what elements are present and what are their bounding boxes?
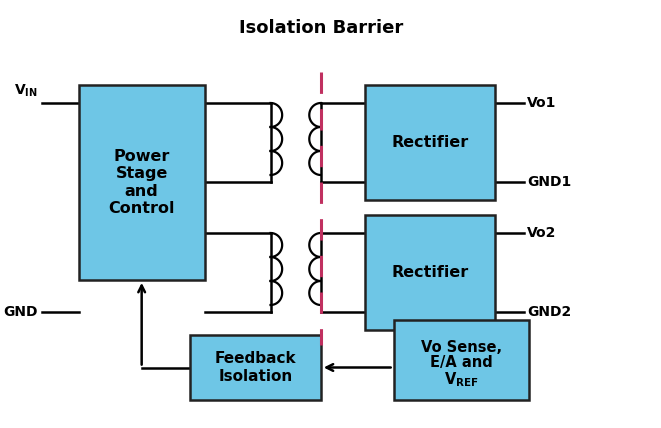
Text: Vo Sense,: Vo Sense, [421,339,502,354]
Text: GND1: GND1 [527,175,572,189]
Bar [205,228,364,310]
Bar [393,320,529,400]
Text: V$_{\mathregular{IN}}$: V$_{\mathregular{IN}}$ [15,83,38,99]
Bar [205,98,364,180]
Text: Vo1: Vo1 [527,96,557,110]
Text: V$_{\mathregular{REF}}$: V$_{\mathregular{REF}}$ [444,371,479,389]
Text: Vo2: Vo2 [527,226,557,240]
Bar [190,335,321,400]
Bar [364,85,495,200]
Text: GND2: GND2 [527,305,572,319]
Text: Isolation Barrier: Isolation Barrier [239,19,403,37]
Text: GND: GND [3,305,38,319]
Text: Rectifier: Rectifier [391,135,469,150]
Bar [364,215,495,330]
Bar [79,85,205,280]
Text: E/A and: E/A and [430,356,493,371]
Text: Power
Stage
and
Control: Power Stage and Control [108,149,175,216]
Text: Rectifier: Rectifier [391,265,469,280]
Text: Feedback
Isolation: Feedback Isolation [215,351,296,383]
